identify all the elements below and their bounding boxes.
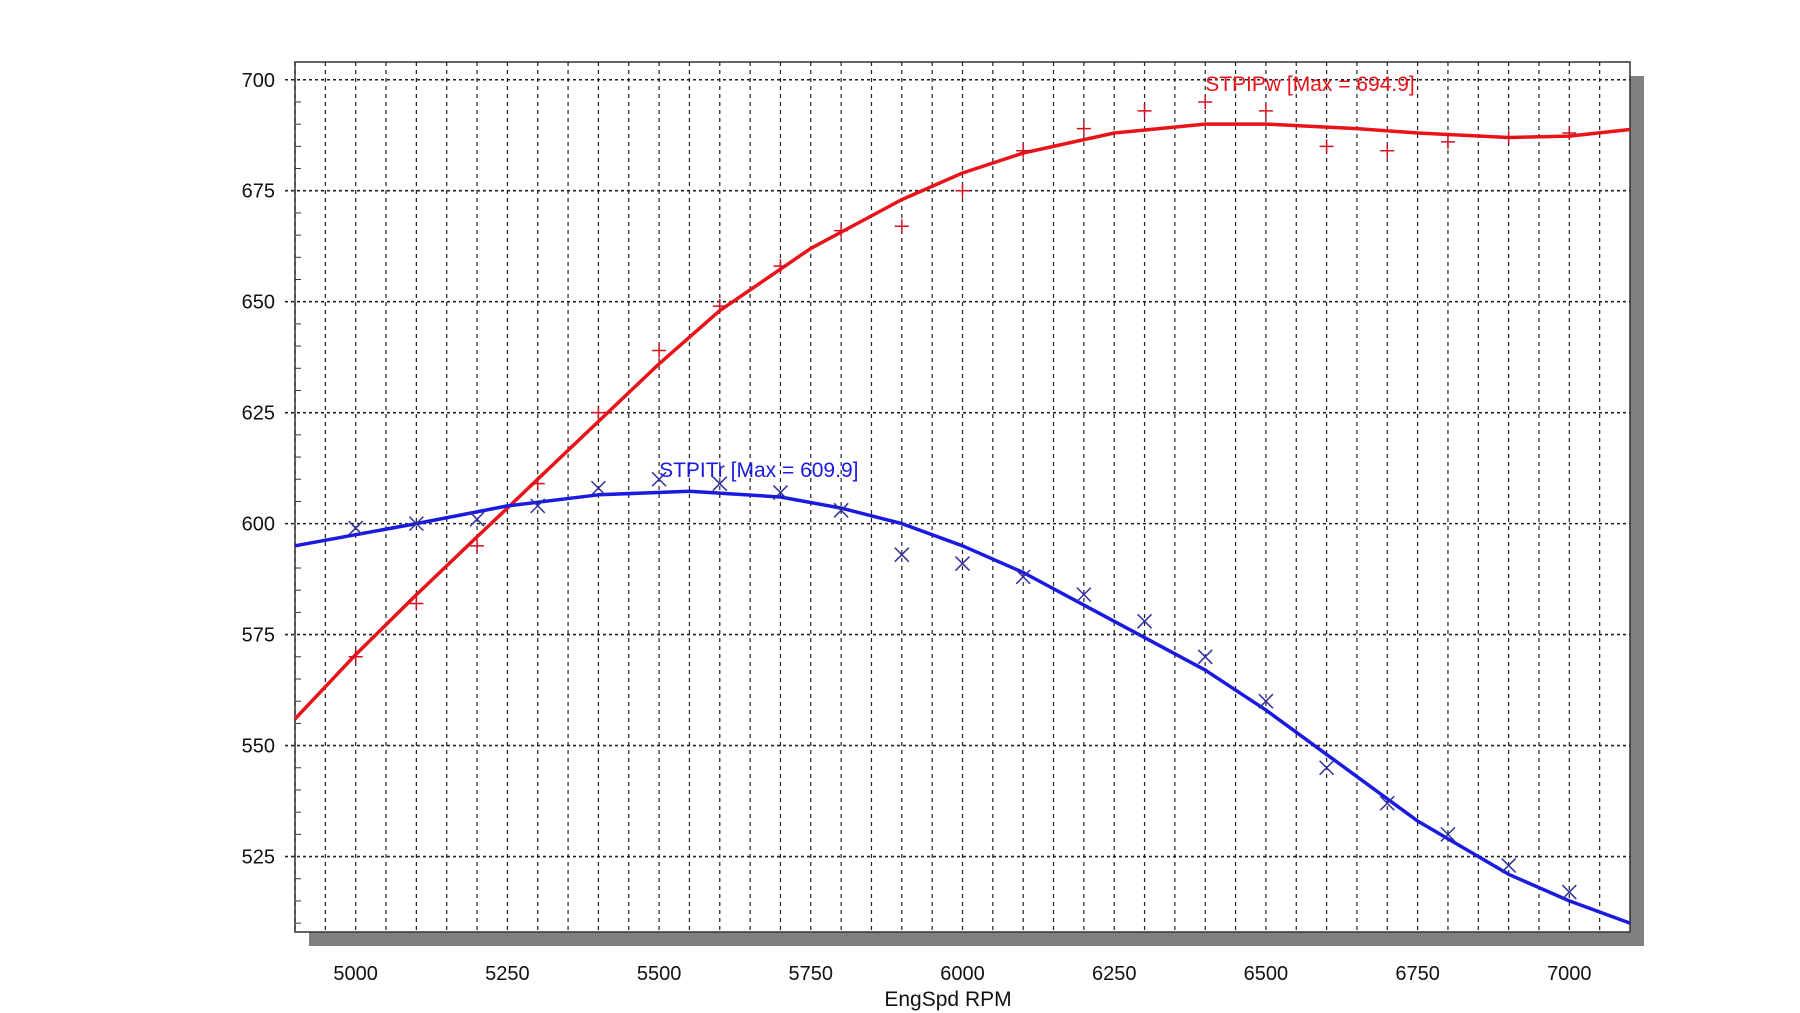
x-tick-label: 6000 — [940, 963, 985, 985]
data-point — [1562, 126, 1577, 141]
data-point — [1319, 760, 1335, 776]
data-point — [955, 183, 970, 198]
y-tick-labels: 525 550 575 600 625 650 675 700 — [242, 70, 275, 869]
series-label: STPIPw [Max = 694.9] — [1205, 73, 1415, 96]
y-tick-label: 700 — [242, 70, 275, 92]
y-tick-label: 650 — [242, 292, 275, 314]
data-point — [1197, 649, 1213, 665]
data-point — [712, 299, 727, 314]
data-point — [1561, 884, 1577, 900]
data-point — [833, 502, 849, 518]
data-point — [1016, 143, 1031, 158]
data-point — [1198, 94, 1213, 109]
y-tick-label: 625 — [242, 403, 275, 425]
data-point — [894, 219, 909, 234]
x-tick-label: 7000 — [1547, 963, 1592, 985]
data-point — [469, 511, 485, 527]
data-point — [773, 259, 788, 274]
data-point — [1440, 134, 1455, 149]
data-point — [1258, 693, 1274, 709]
data-markers — [348, 94, 1577, 900]
data-point — [1379, 795, 1395, 811]
series-label: STPITr [Max = 609.9] — [659, 459, 858, 482]
x-tick-label: 5750 — [789, 963, 834, 985]
data-point — [348, 649, 363, 664]
data-point — [470, 538, 485, 553]
x-tick-label: 6500 — [1244, 963, 1289, 985]
data-point — [1258, 103, 1273, 118]
y-tick-label: 600 — [242, 514, 275, 536]
x-tick-label: 5250 — [485, 963, 530, 985]
data-point — [954, 556, 971, 572]
data-point — [408, 516, 424, 532]
data-point — [1440, 826, 1456, 842]
x-tick-label: 6750 — [1395, 963, 1440, 985]
y-tick-label: 550 — [242, 736, 275, 758]
x-tick-label: 5000 — [333, 963, 378, 985]
data-point — [772, 485, 788, 501]
fit-curve-2 — [294, 489, 1631, 925]
data-point — [1076, 121, 1091, 136]
data-point — [652, 343, 667, 358]
data-point — [591, 405, 606, 420]
fit-curve-1 — [293, 122, 1631, 721]
data-point — [1137, 613, 1153, 629]
data-point — [530, 476, 545, 491]
data-point — [1319, 139, 1334, 154]
x-axis-label: EngSpd RPM — [884, 988, 1011, 1011]
fit-curves — [293, 122, 1631, 925]
data-point — [834, 223, 849, 238]
data-point — [1501, 130, 1516, 145]
data-point — [651, 471, 667, 487]
data-point — [1015, 569, 1031, 585]
data-point — [590, 480, 606, 496]
data-point — [1380, 143, 1395, 158]
data-point — [1501, 857, 1517, 873]
data-point — [348, 520, 364, 536]
data-point — [1076, 587, 1092, 603]
data-point — [894, 547, 910, 563]
y-tick-label: 675 — [242, 181, 275, 203]
y-tick-label: 525 — [242, 847, 275, 869]
x-tick-label: 6250 — [1092, 963, 1137, 985]
data-point — [712, 476, 728, 492]
data-point — [409, 596, 424, 611]
x-tick-labels: 5000 5250 5500 5750 6000 6250 6500 6750 7000 — [333, 963, 1591, 985]
data-point — [530, 498, 546, 514]
y-tick-label: 575 — [242, 625, 275, 647]
data-point — [1137, 103, 1152, 118]
x-tick-label: 5500 — [637, 963, 682, 985]
series-labels: STPIPw [Max = 694.9] STPITr [Max = 609.9] — [659, 73, 1415, 482]
